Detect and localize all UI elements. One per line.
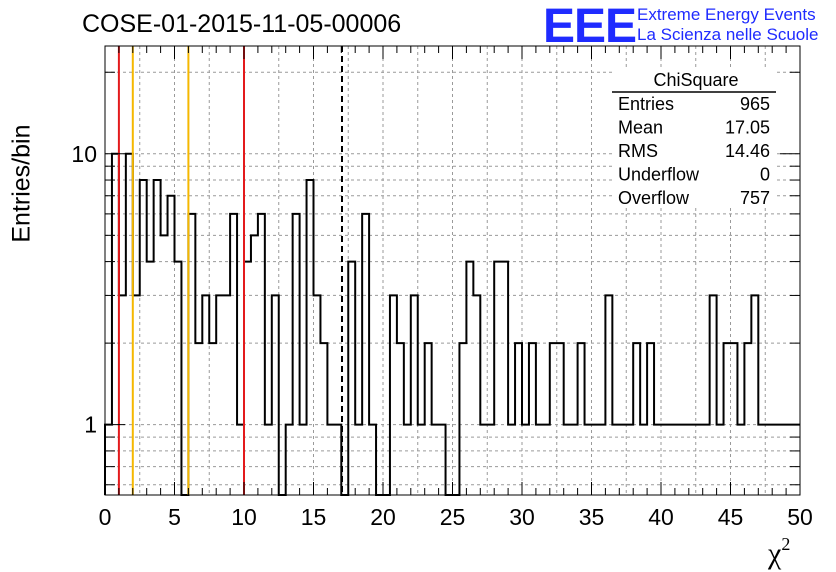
histogram-bin	[647, 343, 654, 495]
histogram-bin	[202, 295, 209, 495]
histogram-bin	[140, 180, 147, 495]
histogram-bin	[605, 295, 612, 495]
histogram-outline	[104, 152, 800, 496]
histogram-bin	[223, 295, 230, 495]
histogram-bin	[147, 262, 154, 495]
x-tick-label: 15	[301, 504, 327, 530]
stats-value: 17.05	[725, 118, 770, 138]
histogram-bin	[293, 214, 300, 495]
histogram-bin	[119, 295, 126, 495]
histogram-bin	[362, 214, 369, 495]
histogram-bin	[501, 262, 508, 495]
histogram-bars	[104, 152, 800, 496]
histogram-bin	[494, 262, 501, 495]
x-tick-label: 20	[370, 504, 396, 530]
histogram-bin	[161, 235, 168, 495]
x-axis-label-symbol: χ	[768, 537, 782, 570]
stats-label: Mean	[618, 118, 663, 138]
logo-line-1: Extreme Energy Events	[637, 5, 816, 24]
histogram-bin	[633, 343, 640, 495]
histogram-bin	[529, 343, 536, 495]
histogram-bin	[550, 343, 557, 495]
stats-label: Entries	[618, 94, 674, 114]
histogram-bin	[710, 295, 717, 495]
histogram-bin	[168, 196, 175, 495]
histogram-bin	[466, 262, 473, 495]
eee-logo: EEE	[543, 0, 637, 53]
stats-label: Overflow	[618, 188, 690, 208]
histogram-bin	[258, 214, 265, 495]
x-tick-label: 30	[509, 504, 535, 530]
histogram-bin	[731, 343, 738, 495]
histogram-bin	[251, 235, 258, 495]
histogram-bin	[314, 295, 321, 495]
logo-line-2: La Scienza nelle Scuole	[637, 25, 819, 44]
histogram-bin	[515, 343, 522, 495]
histogram-bin	[154, 180, 161, 495]
y-axis-label: Entries/bin	[7, 124, 36, 243]
x-axis-label-exponent: 2	[781, 534, 791, 554]
stats-box: ChiSquare Entries 965 Mean 17.05 RMS 14.46 Unde…	[612, 68, 776, 208]
histogram-bin	[473, 295, 480, 495]
y-tick-label: 10	[71, 141, 97, 167]
histogram-bin	[724, 343, 731, 495]
histogram-bin	[244, 262, 251, 495]
x-tick-label: 45	[718, 504, 744, 530]
x-tick-label: 0	[99, 504, 112, 530]
axes: 0 5 10 15 20 25 30 35 40 45 50 1 10	[71, 45, 813, 530]
histogram-bin	[175, 262, 182, 495]
x-tick-label: 10	[231, 504, 257, 530]
y-tick-label: 1	[84, 412, 97, 438]
x-tick-label: 25	[440, 504, 466, 530]
x-tick-label: 35	[579, 504, 605, 530]
histogram-bin	[133, 295, 140, 495]
histogram-bin	[216, 295, 223, 495]
histogram-bin	[188, 214, 195, 495]
histogram-bin	[307, 180, 314, 495]
histogram-bin	[751, 295, 758, 495]
histogram-bin	[195, 343, 202, 495]
stats-label: RMS	[618, 141, 658, 161]
histogram-bin	[390, 295, 397, 495]
chart-title: COSE-01-2015-11-05-00006	[82, 10, 402, 38]
marker-lines	[117, 46, 343, 495]
histogram-bin	[348, 262, 355, 495]
stats-label: Underflow	[618, 165, 700, 185]
histogram-bin	[230, 214, 237, 495]
histogram-bin	[557, 343, 564, 495]
x-tick-label: 5	[168, 504, 181, 530]
histogram-bin	[411, 295, 418, 495]
stats-title: ChiSquare	[653, 70, 738, 90]
histogram-bin	[578, 343, 585, 495]
histogram-bin	[272, 295, 279, 495]
grid	[105, 46, 800, 495]
stats-value: 0	[760, 165, 770, 185]
histogram-bin	[425, 343, 432, 495]
histogram-bin	[397, 343, 404, 495]
histogram-bin	[744, 343, 751, 495]
x-tick-label: 40	[648, 504, 674, 530]
histogram-bin	[320, 343, 327, 495]
histogram-bin	[209, 343, 216, 495]
histogram-bin	[126, 154, 133, 495]
stats-value: 14.46	[725, 141, 770, 161]
histogram-bin	[112, 154, 119, 495]
stats-value: 757	[740, 188, 770, 208]
x-axis-label: χ2	[768, 534, 791, 571]
x-tick-label: 50	[787, 504, 813, 530]
histogram-bin	[459, 343, 466, 495]
stats-value: 965	[740, 94, 770, 114]
